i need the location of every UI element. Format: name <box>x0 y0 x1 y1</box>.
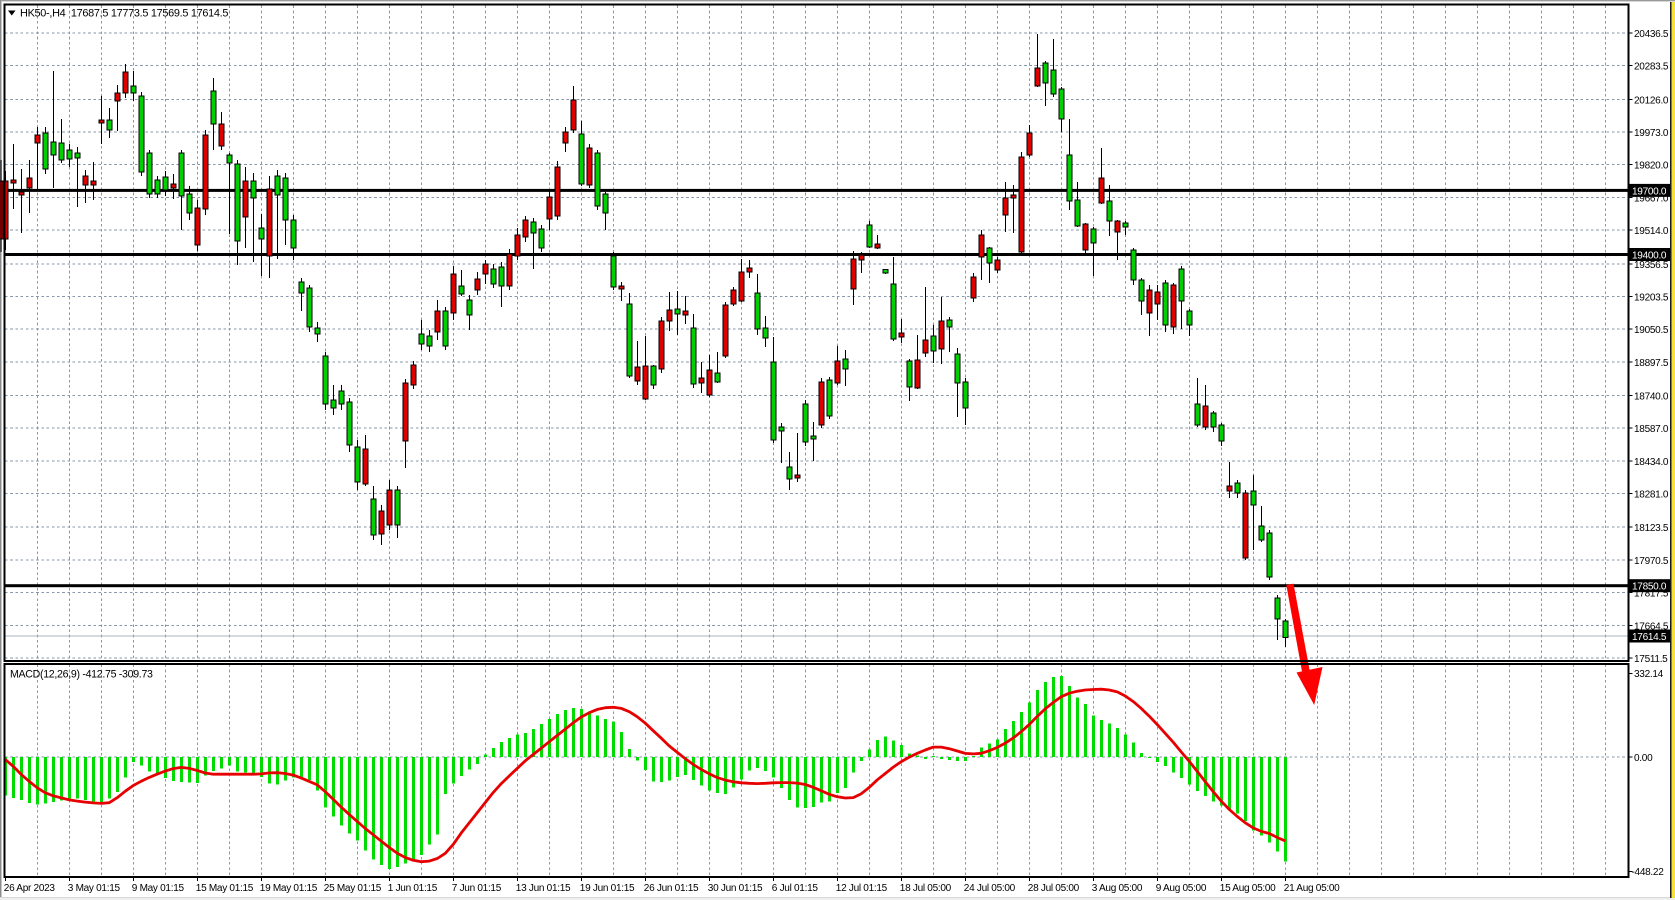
svg-text:12 Jul 01:15: 12 Jul 01:15 <box>836 883 888 894</box>
svg-text:30 Jun 01:15: 30 Jun 01:15 <box>708 883 763 894</box>
svg-text:3 Aug 05:00: 3 Aug 05:00 <box>1092 883 1143 894</box>
svg-text:17850.0: 17850.0 <box>1632 582 1667 593</box>
svg-text:HK50-,H4 17687.5 17773.5 1756: HK50-,H4 17687.5 17773.5 17569.5 17614.5 <box>20 8 228 20</box>
svg-text:19400.0: 19400.0 <box>1632 251 1667 262</box>
svg-text:17664.5: 17664.5 <box>1634 621 1669 632</box>
svg-text:19 May 01:15: 19 May 01:15 <box>260 883 318 894</box>
svg-text:19 Jun 01:15: 19 Jun 01:15 <box>580 883 635 894</box>
svg-text:26 Jun 01:15: 26 Jun 01:15 <box>644 883 699 894</box>
svg-text:-448.22: -448.22 <box>1632 867 1665 878</box>
svg-text:19820.0: 19820.0 <box>1634 161 1669 172</box>
svg-text:19203.5: 19203.5 <box>1634 293 1669 304</box>
svg-text:18123.5: 18123.5 <box>1634 523 1669 534</box>
svg-text:6 Jul 01:15: 6 Jul 01:15 <box>772 883 819 894</box>
svg-text:28 Jul 05:00: 28 Jul 05:00 <box>1028 883 1080 894</box>
svg-text:21 Aug 05:00: 21 Aug 05:00 <box>1284 883 1340 894</box>
svg-text:7 Jun 01:15: 7 Jun 01:15 <box>452 883 502 894</box>
svg-text:18 Jul 05:00: 18 Jul 05:00 <box>900 883 952 894</box>
svg-text:17614.5: 17614.5 <box>1632 632 1667 643</box>
svg-text:18897.5: 18897.5 <box>1634 358 1669 369</box>
svg-text:9 May 01:15: 9 May 01:15 <box>132 883 185 894</box>
svg-text:1 Jun 01:15: 1 Jun 01:15 <box>388 883 438 894</box>
svg-text:20283.5: 20283.5 <box>1634 62 1669 73</box>
svg-text:17970.5: 17970.5 <box>1634 556 1669 567</box>
svg-text:13 Jun 01:15: 13 Jun 01:15 <box>516 883 571 894</box>
svg-text:332.14: 332.14 <box>1634 669 1664 680</box>
svg-text:20436.5: 20436.5 <box>1634 29 1669 40</box>
svg-text:17817.5: 17817.5 <box>1634 589 1669 600</box>
svg-text:25 May 01:15: 25 May 01:15 <box>324 883 382 894</box>
svg-text:15 May 01:15: 15 May 01:15 <box>196 883 254 894</box>
svg-text:9 Aug 05:00: 9 Aug 05:00 <box>1156 883 1207 894</box>
svg-text:19973.0: 19973.0 <box>1634 128 1669 139</box>
svg-text:18281.0: 18281.0 <box>1634 490 1669 501</box>
svg-text:18587.0: 18587.0 <box>1634 424 1669 435</box>
svg-text:18740.0: 18740.0 <box>1634 392 1669 403</box>
svg-text:18434.0: 18434.0 <box>1634 457 1669 468</box>
svg-text:24 Jul 05:00: 24 Jul 05:00 <box>964 883 1016 894</box>
svg-text:19667.0: 19667.0 <box>1634 193 1669 204</box>
svg-text:MACD(12,26,9) -412.75 -309.73: MACD(12,26,9) -412.75 -309.73 <box>10 669 153 681</box>
svg-text:19514.0: 19514.0 <box>1634 226 1669 237</box>
svg-text:19700.0: 19700.0 <box>1632 186 1667 197</box>
svg-text:26 Apr 2023: 26 Apr 2023 <box>4 883 56 894</box>
svg-text:19050.5: 19050.5 <box>1634 325 1669 336</box>
svg-text:17511.5: 17511.5 <box>1634 654 1668 665</box>
svg-text:19356.5: 19356.5 <box>1634 260 1669 271</box>
svg-text:0.00: 0.00 <box>1634 753 1653 764</box>
svg-text:20126.0: 20126.0 <box>1634 95 1669 106</box>
svg-text:3 May 01:15: 3 May 01:15 <box>68 883 121 894</box>
svg-text:15 Aug 05:00: 15 Aug 05:00 <box>1220 883 1276 894</box>
